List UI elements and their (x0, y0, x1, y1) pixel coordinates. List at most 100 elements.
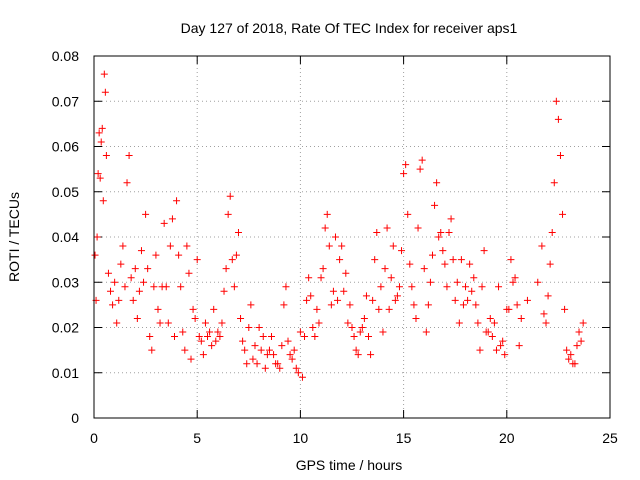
data-point (459, 301, 467, 309)
data-point (210, 305, 218, 313)
data-point (107, 287, 115, 295)
data-point (464, 296, 472, 304)
data-point (354, 351, 362, 359)
data-point (373, 228, 381, 236)
data-point (474, 319, 482, 327)
data-point (121, 283, 129, 291)
data-point (263, 351, 271, 359)
data-point (154, 305, 162, 313)
data-point (315, 319, 323, 327)
data-point (206, 328, 214, 336)
data-point (239, 337, 247, 345)
data-point (214, 328, 222, 336)
y-tick-label: 0.03 (52, 274, 79, 290)
data-point (381, 265, 389, 273)
data-point (189, 305, 197, 313)
data-point (208, 342, 216, 350)
data-point (148, 346, 156, 354)
data-point (282, 283, 290, 291)
data-point (115, 296, 123, 304)
data-point (296, 328, 304, 336)
data-point (274, 360, 282, 368)
y-tick-label: 0 (71, 410, 79, 426)
data-point (486, 314, 494, 322)
x-tick-label: 0 (90, 430, 98, 446)
data-point (451, 296, 459, 304)
y-tick-label: 0.02 (52, 320, 79, 336)
data-point (433, 179, 441, 187)
data-point (284, 337, 292, 345)
data-point (317, 274, 325, 282)
data-point (367, 351, 375, 359)
data-point (183, 242, 191, 250)
data-point (449, 256, 457, 264)
data-point (377, 283, 385, 291)
data-point (224, 210, 232, 218)
data-point (468, 287, 476, 295)
data-point (556, 152, 564, 160)
data-point (131, 265, 139, 273)
data-point (402, 161, 410, 169)
y-tick-label: 0.01 (52, 365, 79, 381)
data-point (424, 301, 432, 309)
data-point (356, 328, 364, 336)
data-point (544, 292, 552, 300)
data-point (443, 283, 451, 291)
data-point (257, 346, 265, 354)
data-point (259, 333, 267, 341)
data-point (513, 301, 521, 309)
data-point (395, 283, 403, 291)
data-point (542, 319, 550, 327)
data-point (104, 269, 112, 277)
data-point (554, 115, 562, 123)
data-point (488, 333, 496, 341)
data-point (559, 210, 567, 218)
data-point (441, 260, 449, 268)
x-tick-label: 5 (193, 430, 201, 446)
data-point (414, 224, 422, 232)
data-point (505, 305, 513, 313)
data-point (199, 351, 207, 359)
data-point (329, 287, 337, 295)
x-tick-label: 25 (602, 430, 618, 446)
x-tick-label: 10 (293, 430, 309, 446)
grid-lines (94, 56, 610, 418)
data-point (344, 319, 352, 327)
data-point (334, 296, 342, 304)
y-tick-label: 0.06 (52, 139, 79, 155)
data-point (179, 328, 187, 336)
data-point (175, 251, 183, 259)
data-point (249, 355, 257, 363)
data-point (166, 242, 174, 250)
data-point (365, 333, 373, 341)
data-point (412, 314, 420, 322)
data-point (152, 251, 160, 259)
data-point (331, 233, 339, 241)
data-point (457, 256, 465, 264)
data-point (548, 228, 556, 236)
data-point (96, 174, 104, 182)
data-point (113, 319, 121, 327)
data-point (336, 256, 344, 264)
data-point (538, 242, 546, 250)
y-tick-label: 0.04 (52, 229, 79, 245)
data-point (91, 251, 99, 259)
data-point (99, 197, 107, 205)
data-point (422, 328, 430, 336)
data-point (187, 355, 195, 363)
data-point (428, 251, 436, 259)
data-point (360, 314, 368, 322)
data-point (579, 319, 587, 327)
data-point (323, 210, 331, 218)
data-point (431, 201, 439, 209)
data-point (255, 324, 263, 331)
data-point (253, 360, 261, 368)
data-point (550, 179, 558, 187)
data-point (447, 215, 455, 223)
data-point (383, 224, 391, 232)
data-point (307, 292, 315, 300)
data-point (325, 242, 333, 250)
data-point (268, 333, 276, 341)
data-point (490, 319, 498, 327)
data-point (398, 247, 406, 255)
